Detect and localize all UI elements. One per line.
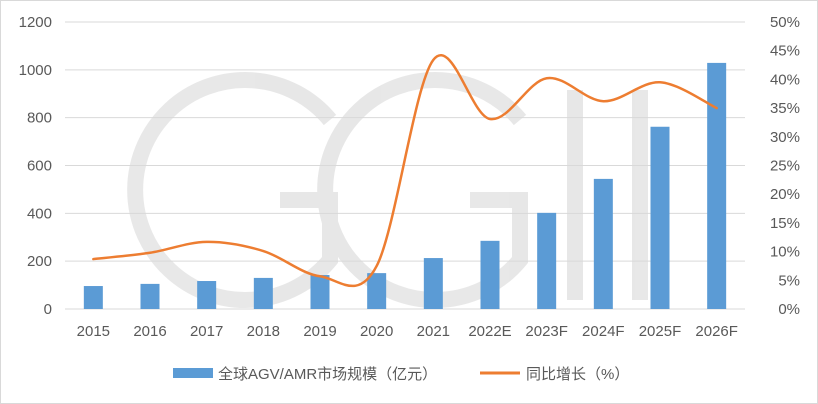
y-right-tick-label: 50% xyxy=(770,14,800,31)
y-right-tick-label: 45% xyxy=(770,43,800,60)
bar xyxy=(650,126,670,309)
bar xyxy=(593,178,613,309)
bar xyxy=(423,258,443,309)
x-tick-label: 2026F xyxy=(695,323,738,340)
bar xyxy=(310,275,330,309)
legend-swatch-bar xyxy=(173,368,213,378)
y-left-tick-label: 600 xyxy=(27,158,52,175)
bar xyxy=(253,277,273,309)
x-tick-label: 2023F xyxy=(525,323,568,340)
x-tick-label: 2022E xyxy=(468,323,511,340)
y-right-tick-label: 40% xyxy=(770,71,800,88)
x-tick-label: 2025F xyxy=(639,323,682,340)
y-left-tick-label: 1200 xyxy=(19,14,52,31)
bar xyxy=(707,62,727,310)
y-right-tick-label: 15% xyxy=(770,215,800,232)
bar xyxy=(83,286,103,309)
x-tick-label: 2017 xyxy=(190,323,223,340)
bar xyxy=(367,273,387,309)
legend-label-line: 同比增长（%） xyxy=(526,366,629,383)
bar xyxy=(140,283,160,309)
y-right-tick-label: 20% xyxy=(770,186,800,203)
y-left-tick-label: 200 xyxy=(27,253,52,270)
x-tick-label: 2019 xyxy=(303,323,336,340)
y-left-tick-label: 1000 xyxy=(19,62,52,79)
y-left-tick-label: 0 xyxy=(44,301,52,318)
bar xyxy=(197,281,217,309)
y-left-tick-label: 800 xyxy=(27,110,52,127)
x-tick-label: 2021 xyxy=(417,323,450,340)
watermark xyxy=(127,72,648,308)
y-left-tick-label: 400 xyxy=(27,205,52,222)
x-tick-label: 2020 xyxy=(360,323,393,340)
bar xyxy=(480,240,500,309)
x-tick-label: 2015 xyxy=(77,323,110,340)
y-right-tick-label: 30% xyxy=(770,129,800,146)
y-right-tick-label: 0% xyxy=(778,301,800,318)
y-right-tick-label: 25% xyxy=(770,158,800,175)
legend: 全球AGV/AMR市场规模（亿元） 同比增长（%） xyxy=(173,365,629,383)
x-tick-label: 2016 xyxy=(133,323,166,340)
x-tick-label: 2018 xyxy=(247,323,280,340)
y-right-tick-label: 35% xyxy=(770,100,800,117)
y-right-tick-label: 10% xyxy=(770,244,800,261)
y-right-tick-label: 5% xyxy=(778,272,800,289)
bar xyxy=(537,212,557,309)
x-tick-label: 2024F xyxy=(582,323,625,340)
legend-label-bar: 全球AGV/AMR市场规模（亿元） xyxy=(218,365,437,383)
